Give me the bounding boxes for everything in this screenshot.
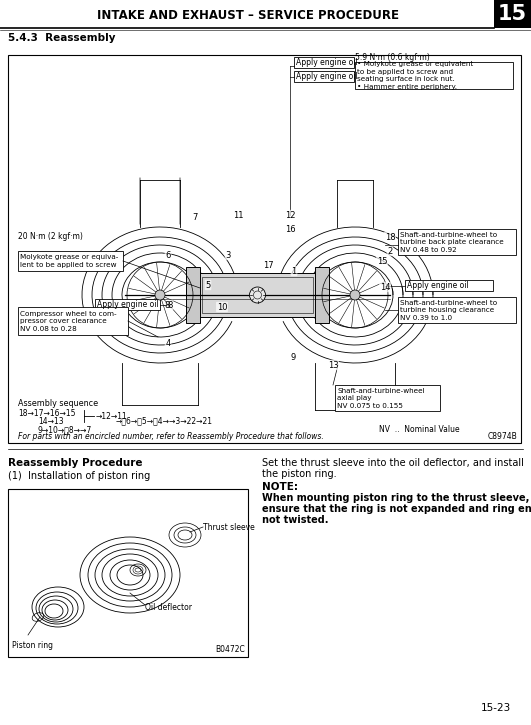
Text: Thrust sleeve: Thrust sleeve [203, 523, 255, 531]
Bar [18, 251, 123, 271]
Text: • Molykote grease or equivalent
to be applied to screw and
seating surface in lo: • Molykote grease or equivalent to be ap… [357, 61, 473, 90]
Text: 4: 4 [165, 339, 170, 347]
Text: Shaft-and-turbine-wheel to
turbine back plate clearance
NV 0.48 to 0.92: Shaft-and-turbine-wheel to turbine back … [400, 231, 504, 252]
Bar [398, 297, 516, 323]
Bar [8, 489, 248, 657]
Text: 15-23: 15-23 [481, 703, 511, 713]
Bar [398, 229, 516, 255]
Text: 10: 10 [217, 302, 227, 312]
Bar [335, 385, 440, 411]
Text: 13: 13 [328, 360, 338, 370]
Text: 20 N·m (2 kgf·m): 20 N·m (2 kgf·m) [18, 232, 83, 241]
Text: Apply engine oil: Apply engine oil [407, 281, 469, 290]
Text: 3: 3 [225, 251, 230, 260]
Bar [186, 267, 200, 323]
Text: 8: 8 [164, 300, 169, 310]
Text: 7: 7 [192, 212, 198, 222]
Text: Apply engine oil: Apply engine oil [97, 300, 159, 309]
Text: (1)  Installation of piston ring: (1) Installation of piston ring [8, 471, 150, 481]
Bar [202, 277, 313, 313]
Text: Set the thrust sleeve into the oil deflector, and install: Set the thrust sleeve into the oil defle… [262, 458, 524, 468]
Circle shape [350, 290, 360, 300]
Text: 14→13: 14→13 [38, 417, 64, 426]
Text: 18→17→16→15: 18→17→16→15 [18, 409, 75, 418]
Bar [355, 62, 513, 89]
Text: 6: 6 [165, 251, 170, 260]
Text: Molykote grease or equiva-
lent to be applied to screw: Molykote grease or equiva- lent to be ap… [20, 254, 118, 268]
Text: NOTE:: NOTE: [262, 482, 298, 492]
Text: For parts with an encircled number, refer to Reassembly Procedure that follows.: For parts with an encircled number, refe… [18, 432, 324, 441]
Text: →6→5→4→→3→22→21: →6→5→4→→3→22→21 [116, 416, 213, 425]
Text: not twisted.: not twisted. [262, 515, 329, 525]
Bar [8, 55, 521, 443]
Bar [95, 299, 160, 310]
Text: NV  ..  Nominal Value: NV .. Nominal Value [379, 425, 460, 434]
Text: Assembly sequence: Assembly sequence [18, 399, 98, 408]
Text: 1: 1 [292, 267, 297, 276]
Text: Compressor wheel to com-
pressor cover clearance
NV 0.08 to 0.28: Compressor wheel to com- pressor cover c… [20, 310, 117, 331]
Text: Shaft-and-turbine-wheel
axial play
NV 0.075 to 0.155: Shaft-and-turbine-wheel axial play NV 0.… [337, 387, 425, 408]
Text: 11: 11 [233, 210, 243, 220]
Text: 12: 12 [285, 210, 295, 220]
Bar [494, 0, 531, 28]
Text: 5.9 N·m (0.6 kgf·m): 5.9 N·m (0.6 kgf·m) [355, 53, 430, 62]
Text: 15: 15 [377, 257, 387, 265]
Text: 16: 16 [285, 225, 295, 233]
Text: 5: 5 [205, 281, 211, 289]
Bar [18, 307, 128, 335]
Text: 18: 18 [384, 233, 395, 241]
Bar [315, 267, 329, 323]
Text: Reassembly Procedure: Reassembly Procedure [8, 458, 142, 468]
Bar [294, 57, 354, 68]
Text: Oil deflector: Oil deflector [145, 603, 192, 613]
Bar [198, 273, 317, 317]
Text: →12→11: →12→11 [96, 412, 128, 421]
Text: 5.4.3  Reassembly: 5.4.3 Reassembly [8, 33, 116, 43]
Text: 9→10→8→→7: 9→10→8→→7 [38, 425, 92, 434]
Text: Apply engine oil: Apply engine oil [296, 72, 358, 81]
Text: Shaft-and-turbine-wheel to
turbine housing clearance
NV 0.39 to 1.0: Shaft-and-turbine-wheel to turbine housi… [400, 299, 497, 320]
Text: INTAKE AND EXHAUST – SERVICE PROCEDURE: INTAKE AND EXHAUST – SERVICE PROCEDURE [97, 9, 399, 22]
Text: 14: 14 [380, 283, 390, 291]
Circle shape [250, 287, 266, 303]
Text: 15: 15 [498, 4, 527, 24]
Text: When mounting piston ring to the thrust sleeve,: When mounting piston ring to the thrust … [262, 493, 529, 503]
Text: Piston ring: Piston ring [12, 641, 53, 650]
Text: 2: 2 [388, 247, 392, 255]
Text: 17: 17 [263, 260, 273, 270]
Bar [405, 280, 493, 291]
Bar [294, 71, 354, 82]
Text: Apply engine oil: Apply engine oil [296, 58, 358, 67]
Text: B0472C: B0472C [215, 645, 245, 654]
Text: 9: 9 [290, 352, 296, 362]
Text: the piston ring.: the piston ring. [262, 469, 337, 479]
Text: 8: 8 [167, 300, 173, 310]
Text: C8974B: C8974B [487, 432, 517, 441]
Text: ensure that the ring is not expanded and ring ends are: ensure that the ring is not expanded and… [262, 504, 531, 514]
Circle shape [155, 290, 165, 300]
